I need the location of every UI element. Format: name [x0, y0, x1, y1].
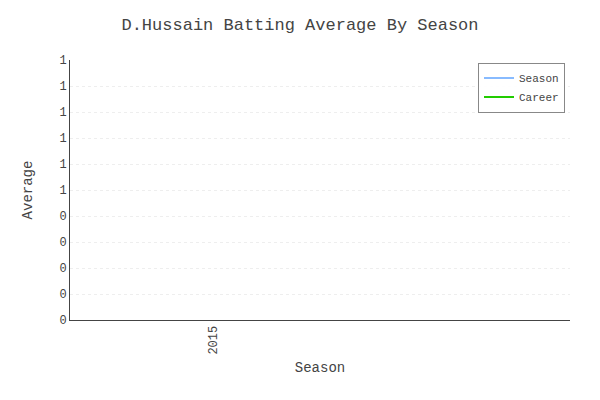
svg-text:1: 1 [59, 184, 66, 198]
svg-text:0: 0 [59, 288, 66, 302]
svg-text:D.Hussain Batting Average By S: D.Hussain Batting Average By Season [121, 16, 478, 35]
svg-text:1: 1 [59, 106, 66, 120]
svg-text:0: 0 [59, 314, 66, 328]
svg-text:2015: 2015 [207, 326, 221, 355]
svg-text:Season: Season [295, 360, 345, 376]
svg-text:Career: Career [519, 92, 559, 104]
svg-text:1: 1 [59, 158, 66, 172]
svg-text:0: 0 [59, 210, 66, 224]
svg-text:Season: Season [519, 73, 559, 85]
svg-text:0: 0 [59, 262, 66, 276]
svg-text:0: 0 [59, 236, 66, 250]
svg-text:1: 1 [59, 80, 66, 94]
svg-text:Average: Average [20, 161, 36, 220]
svg-text:1: 1 [59, 54, 66, 68]
svg-text:1: 1 [59, 132, 66, 146]
